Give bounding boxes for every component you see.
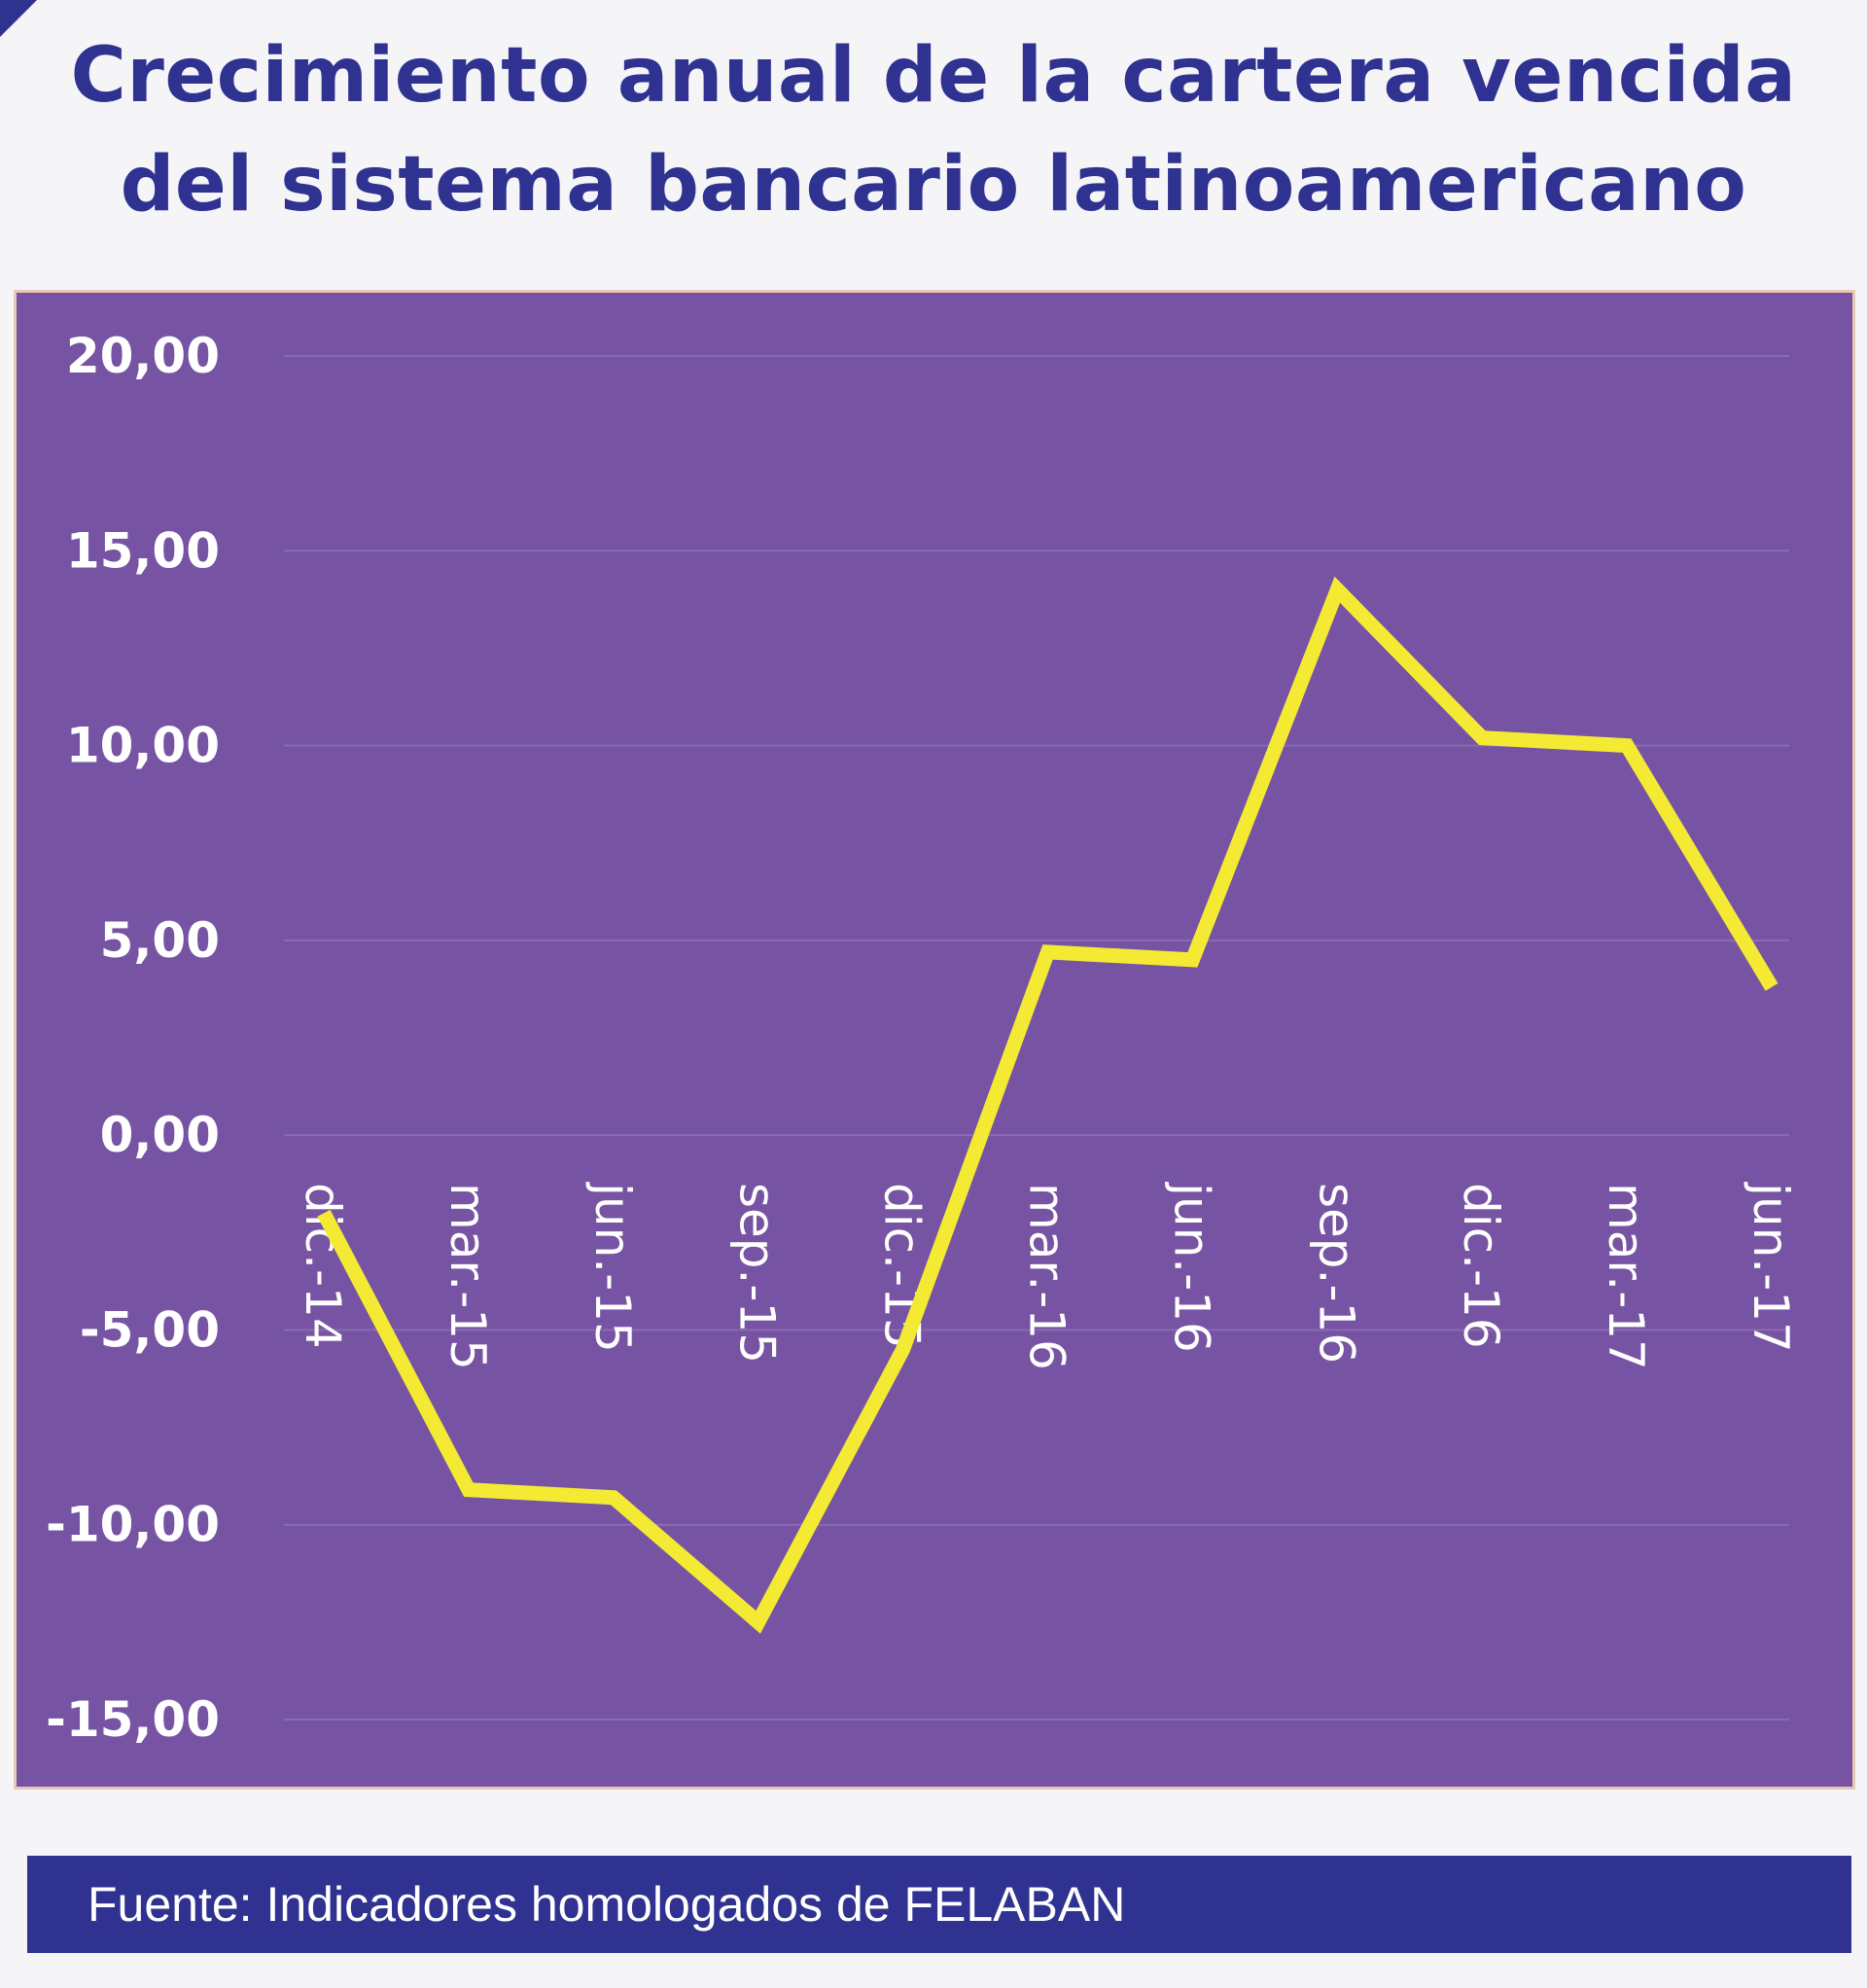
source-text: Fuente: Indicadores homologados de FELAB… [88, 1877, 1126, 1932]
source-bar: Fuente: Indicadores homologados de FELAB… [27, 1856, 1851, 1953]
corner-accent [0, 0, 37, 37]
x-tick-label: mar.-17 [1598, 1183, 1654, 1370]
y-tick-label: 15,00 [66, 522, 220, 579]
y-tick-label: -15,00 [46, 1691, 220, 1748]
y-tick-label: -10,00 [46, 1497, 220, 1553]
x-tick-label: jun.-15 [584, 1182, 641, 1353]
x-tick-label: mar.-15 [440, 1183, 496, 1370]
x-tick-label: sep.-15 [729, 1183, 786, 1364]
x-tick-label: dic.-16 [1453, 1183, 1509, 1349]
y-tick-label: 20,00 [66, 328, 220, 384]
x-tick-label: dic.-15 [874, 1183, 931, 1349]
chart-title-line-1: Crecimiento anual de la cartera vencida [70, 32, 1797, 120]
y-tick-label: 5,00 [100, 912, 220, 969]
x-tick-label: mar.-16 [1019, 1183, 1075, 1370]
y-tick-label: -5,00 [80, 1301, 220, 1358]
x-tick-label: dic.-14 [295, 1183, 351, 1349]
x-tick-label: sep.-16 [1308, 1183, 1364, 1364]
series-line [317, 576, 1779, 1634]
y-tick-label: 0,00 [100, 1107, 220, 1163]
x-tick-label: jun.-16 [1163, 1182, 1219, 1353]
plot-area [14, 290, 1855, 1790]
x-tick-label: jun.-17 [1743, 1182, 1799, 1353]
y-tick-label: 10,00 [66, 718, 220, 774]
chart-title-line-2: del sistema bancario latinoamericano [120, 141, 1747, 229]
chart-title: Crecimiento anual de la cartera vencida … [0, 21, 1867, 239]
